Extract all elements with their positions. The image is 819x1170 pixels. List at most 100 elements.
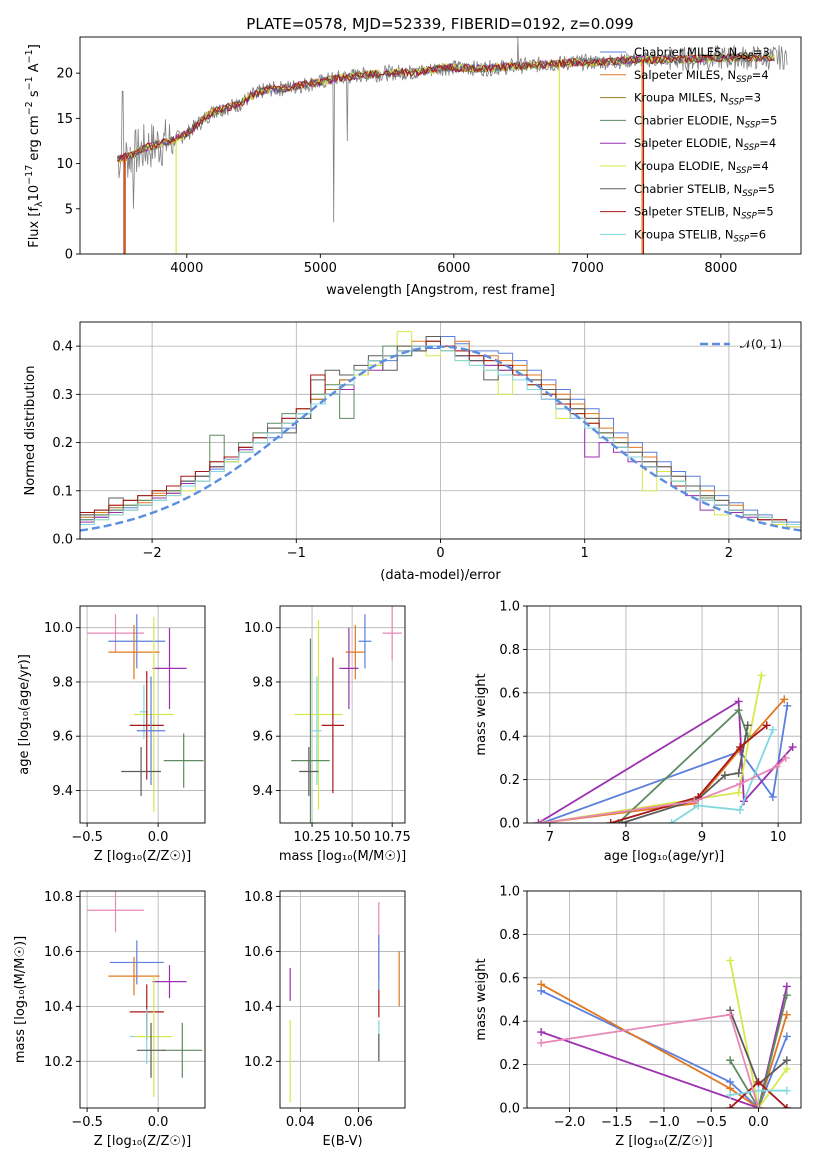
x-tick-label: 0.04 <box>286 1115 315 1130</box>
y-tick-label: 20 <box>56 67 73 82</box>
weight-line-salpeter-miles <box>540 983 788 1108</box>
weight-point-marker <box>736 805 745 814</box>
y-tick-label: 0.2 <box>499 773 520 788</box>
y-tick-label: 9.4 <box>52 784 73 799</box>
y-tick-label: 10.6 <box>244 945 273 960</box>
weight-vs-metallicity-panel: −2.0 −1.5 −1.0 −0.5 0.0 0.0 0.2 0.4 0.6 0.8 1.0 Z [… <box>474 885 802 1149</box>
y-tick-label: 9.6 <box>252 730 273 745</box>
weight-line-salpeter-miles <box>542 698 785 823</box>
plot-frame <box>526 605 802 824</box>
weight-point-marker <box>734 697 743 706</box>
weight-line-kroupa-stelib <box>671 729 774 823</box>
y-tick-label: 9.6 <box>52 730 73 745</box>
legend-label-subscript: SSP <box>736 75 752 85</box>
y-tick-label: 0.6 <box>499 686 520 701</box>
legend-label-tail: =4 <box>752 159 769 173</box>
legend-label-tail: =6 <box>749 227 766 241</box>
plot-frame <box>526 890 802 1109</box>
legend-label-subscript: SSP <box>745 120 761 130</box>
weight-line-chabrier-elodie <box>729 994 788 1108</box>
x-tick-label: 6000 <box>437 261 470 276</box>
weight-line-pink <box>541 1013 760 1108</box>
weight-point-marker <box>782 1104 791 1108</box>
y-tick-label: 0 <box>65 248 73 263</box>
y-axis-label: Normed distribution <box>23 366 38 496</box>
weight-line-pink <box>542 757 787 823</box>
y-tick-label: 5 <box>65 202 73 217</box>
legend-label-tail: =4 <box>752 68 769 82</box>
weight-point-marker <box>783 701 792 710</box>
x-axis-label: Z [log₁₀(Z/Z☉)] <box>615 1134 712 1149</box>
y-axis-label: Flux [fλ10−17 erg cm−2 s−1 A−1] <box>24 44 45 248</box>
chart-title: PLATE=0578, MJD=52339, FIBERID=0192, z=0… <box>246 15 633 33</box>
x-axis-label: (data-model)/error <box>380 568 501 583</box>
y-tick-label: 0.6 <box>499 971 520 986</box>
legend-label: Chabrier MILES, NSSP=3 <box>634 45 770 62</box>
legend-label-text: Salpeter ELODIE, N <box>634 136 744 150</box>
weight-vs-age-panel: 7 8 9 10 0.0 0.2 0.4 0.6 0.8 1.0 age [log₁₀(age/yr… <box>474 600 802 864</box>
weight-point-marker <box>726 1056 735 1065</box>
weight-line-chabrier-elodie <box>617 708 749 823</box>
legend-label-text: Salpeter MILES, N <box>634 68 736 82</box>
legend-label-subscript: SSP <box>741 212 757 222</box>
weight-point-marker <box>534 819 543 823</box>
legend-label-text: Salpeter STELIB, N <box>634 205 741 219</box>
weight-point-marker <box>720 771 729 780</box>
plot-frame <box>79 605 206 824</box>
x-tick-label: −0.5 <box>695 1115 727 1130</box>
x-tick-label: −1.5 <box>601 1115 633 1130</box>
weight-point-marker <box>782 1010 791 1019</box>
weight-point-marker <box>606 819 615 823</box>
x-axis-label: mass [log₁₀(M/M☉)] <box>279 849 406 864</box>
legend-label-tail: =3 <box>744 91 761 105</box>
weight-point-marker <box>782 982 791 991</box>
mass-vs-metallicity-panel: −0.5 0.0 10.2 10.4 10.6 10.8 Z [log₁₀(Z/Z☉)] ma… <box>13 890 206 1149</box>
weight-point-marker <box>768 725 777 734</box>
y-tick-label: 10.2 <box>244 1055 273 1070</box>
legend-label-subscript: SSP <box>742 189 758 199</box>
weight-point-marker <box>768 792 777 801</box>
legend-label-text: Chabrier MILES, N <box>634 45 737 59</box>
x-tick-label: 1 <box>581 546 589 561</box>
weight-point-marker <box>734 769 743 778</box>
legend-label-subscript: SSP <box>744 143 760 153</box>
weight-point-marker <box>538 819 547 823</box>
y-axis-label-part: −1 <box>24 76 35 90</box>
legend-label-tail: =4 <box>759 136 776 150</box>
legend-label-subscript: SSP <box>737 52 753 62</box>
plot-frame <box>79 321 802 540</box>
x-tick-label: 9 <box>698 830 706 845</box>
y-axis-label-part: −2 <box>24 101 35 115</box>
weight-point-marker <box>782 1086 791 1095</box>
y-tick-label: 10.0 <box>244 621 273 636</box>
weight-line-chabrier-miles <box>541 705 789 823</box>
y-tick-label: 0.2 <box>499 1058 520 1073</box>
y-tick-label: 0.0 <box>52 533 73 548</box>
y-tick-label: 1.0 <box>499 600 520 615</box>
y-axis-label-part: 10 <box>27 185 42 202</box>
plot-frame <box>79 36 802 255</box>
y-tick-label: 10.0 <box>44 621 73 636</box>
y-tick-label: 15 <box>56 112 73 127</box>
weight-point-marker <box>736 743 745 752</box>
x-tick-label: −2.0 <box>554 1115 586 1130</box>
x-tick-label: 0 <box>436 546 444 561</box>
y-tick-label: 10.8 <box>44 890 73 905</box>
weight-point-marker <box>782 1032 791 1041</box>
weight-point-marker <box>690 797 699 806</box>
x-axis-label: Z [log₁₀(Z/Z☉)] <box>94 849 191 864</box>
y-axis-label-part: −17 <box>24 165 35 185</box>
legend-label: Chabrier ELODIE, NSSP=5 <box>634 113 777 130</box>
y-axis-label: age [log₁₀(age/yr)] <box>17 654 32 775</box>
legend-label: Chabrier STELIB, NSSP=5 <box>634 182 775 199</box>
legend-label: Salpeter MILES, NSSP=4 <box>634 68 769 85</box>
weight-point-marker <box>754 1104 763 1108</box>
y-axis-label-part: erg cm <box>27 115 42 164</box>
weight-point-marker <box>726 1010 735 1019</box>
weight-point-marker <box>781 753 790 762</box>
weight-point-marker <box>757 671 766 680</box>
x-tick-label: 0.0 <box>748 1115 769 1130</box>
weight-point-marker <box>762 721 771 730</box>
residuals-panel: −2 −1 0 1 2 0.0 0.1 0.2 0.3 0.4 (data-model)/error… <box>23 321 802 583</box>
x-axis-label: Z [log₁₀(Z/Z☉)] <box>94 1134 191 1149</box>
